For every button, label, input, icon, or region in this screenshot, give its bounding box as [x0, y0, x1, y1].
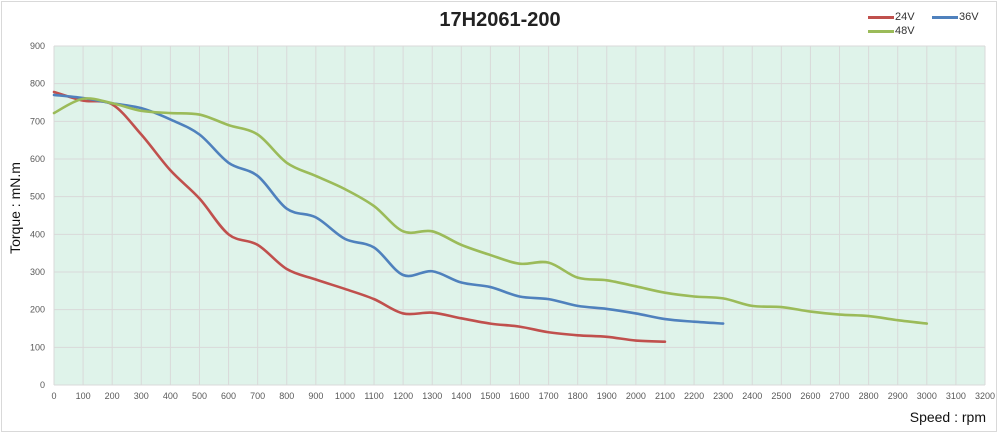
- x-tick-label: 1800: [568, 391, 588, 401]
- x-tick-label: 2200: [684, 391, 704, 401]
- x-tick-label: 2300: [713, 391, 733, 401]
- x-tick-label: 2900: [888, 391, 908, 401]
- x-tick-label: 400: [163, 391, 178, 401]
- x-tick-label: 600: [221, 391, 236, 401]
- x-tick-label: 2100: [655, 391, 675, 401]
- x-tick-label: 1300: [422, 391, 442, 401]
- legend-item-48v: 48V: [868, 25, 915, 37]
- legend-item-24v: 24V: [868, 11, 915, 23]
- x-tick-label: 900: [308, 391, 323, 401]
- x-tick-label: 3100: [946, 391, 966, 401]
- x-tick-label: 1400: [451, 391, 471, 401]
- x-tick-label: 300: [134, 391, 149, 401]
- x-tick-label: 1700: [539, 391, 559, 401]
- x-tick-label: 2500: [771, 391, 791, 401]
- y-tick-label: 0: [40, 380, 45, 390]
- x-axis-label: Speed : rpm: [909, 409, 986, 425]
- x-tick-label: 700: [250, 391, 265, 401]
- x-tick-label: 2600: [800, 391, 820, 401]
- x-tick-label: 1000: [335, 391, 355, 401]
- chart-title: 17H2061-200: [439, 9, 561, 31]
- y-tick-label: 900: [30, 41, 45, 51]
- y-tick-label: 800: [30, 79, 45, 89]
- series-line-36v: [52, 93, 725, 325]
- x-tick-label: 3000: [917, 391, 937, 401]
- legend-swatch: [868, 15, 894, 19]
- x-tick-label: 1900: [597, 391, 617, 401]
- x-tick-label: 2800: [859, 391, 879, 401]
- x-tick-label: 800: [279, 391, 294, 401]
- legend-swatch: [868, 29, 894, 33]
- x-tick-label: 2400: [742, 391, 762, 401]
- x-tick-label: 3200: [975, 391, 995, 401]
- x-tick-label: 100: [76, 391, 91, 401]
- x-tick-label: 200: [105, 391, 120, 401]
- y-tick-label: 700: [30, 116, 45, 126]
- series-line-24v: [52, 90, 667, 343]
- y-tick-label: 300: [30, 267, 45, 277]
- y-tick-label: 600: [30, 154, 45, 164]
- legend-item-36v: 36V: [932, 11, 979, 23]
- x-tick-label: 1500: [480, 391, 500, 401]
- y-tick-label: 100: [30, 342, 45, 352]
- y-tick-label: 200: [30, 305, 45, 315]
- x-tick-label: 1200: [393, 391, 413, 401]
- x-tick-label: 1600: [509, 391, 529, 401]
- x-tick-label: 1100: [364, 391, 383, 401]
- x-tick-label: 2000: [626, 391, 646, 401]
- y-tick-label: 400: [30, 229, 45, 239]
- series-line-48v: [52, 97, 929, 325]
- x-tick-label: 0: [51, 391, 56, 401]
- y-tick-label: 500: [30, 192, 45, 202]
- x-tick-label: 500: [192, 391, 207, 401]
- x-tick-label: 2700: [830, 391, 850, 401]
- legend-swatch: [932, 15, 958, 19]
